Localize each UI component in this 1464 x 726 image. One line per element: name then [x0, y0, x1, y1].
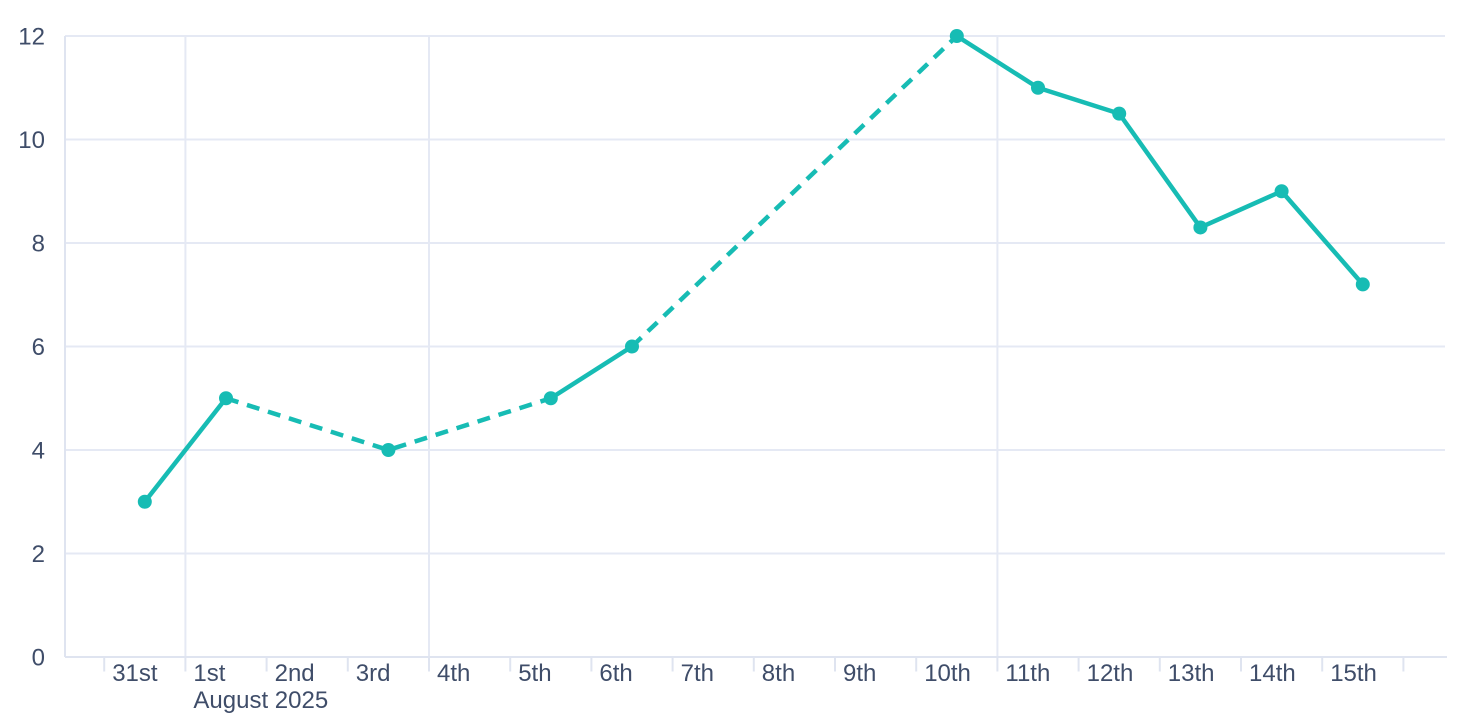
x-axis-tick-label: 7th: [681, 660, 714, 687]
x-axis-month-label: August 2025: [193, 687, 328, 714]
data-point[interactable]: [625, 339, 639, 354]
x-axis-tick-label: 14th: [1249, 660, 1296, 687]
x-axis-tick-label: 9th: [843, 660, 876, 687]
data-point[interactable]: [137, 494, 152, 509]
y-axis-tick-label: 10: [18, 127, 45, 154]
x-axis-tick-label: 10th: [924, 660, 971, 687]
series-segment-solid: [955, 34, 1365, 286]
x-axis-tick-label: 12th: [1087, 660, 1134, 687]
y-axis-tick-label: 12: [18, 23, 45, 50]
data-point[interactable]: [949, 29, 964, 43]
series-segment-solid: [143, 396, 228, 504]
series-segment-dashed: [630, 34, 959, 349]
data-point[interactable]: [1355, 277, 1370, 292]
data-point[interactable]: [543, 391, 558, 406]
data-point[interactable]: [1031, 80, 1045, 95]
x-axis-tick-label: 31st: [112, 660, 158, 687]
y-axis-tick-label: 4: [32, 437, 45, 464]
y-axis-tick-label: 8: [32, 230, 45, 257]
x-axis-tick-label: 2nd: [275, 660, 315, 687]
x-axis-tick-label: 8th: [762, 660, 795, 687]
data-point[interactable]: [1274, 184, 1289, 199]
x-axis-tick-label: 6th: [599, 660, 632, 687]
series-segment-dashed: [225, 396, 552, 453]
x-axis-tick-label: 5th: [518, 660, 551, 687]
data-point[interactable]: [381, 443, 396, 457]
data-point[interactable]: [219, 391, 233, 406]
x-axis-tick-label: 11th: [1005, 660, 1050, 687]
x-axis-tick-label: 1st: [193, 660, 225, 687]
series-segment-solid: [549, 344, 634, 401]
x-axis-tick-label: 4th: [437, 660, 470, 687]
x-axis-tick-label: 13th: [1168, 660, 1215, 687]
data-point[interactable]: [1193, 220, 1208, 235]
y-axis-tick-label: 0: [32, 644, 45, 671]
x-axis-tick-label: 3rd: [356, 660, 391, 687]
y-axis-tick-label: 6: [32, 334, 45, 361]
data-point[interactable]: [1112, 106, 1127, 121]
x-axis-tick-label: 15th: [1330, 660, 1377, 687]
y-axis-tick-label: 2: [32, 541, 45, 568]
